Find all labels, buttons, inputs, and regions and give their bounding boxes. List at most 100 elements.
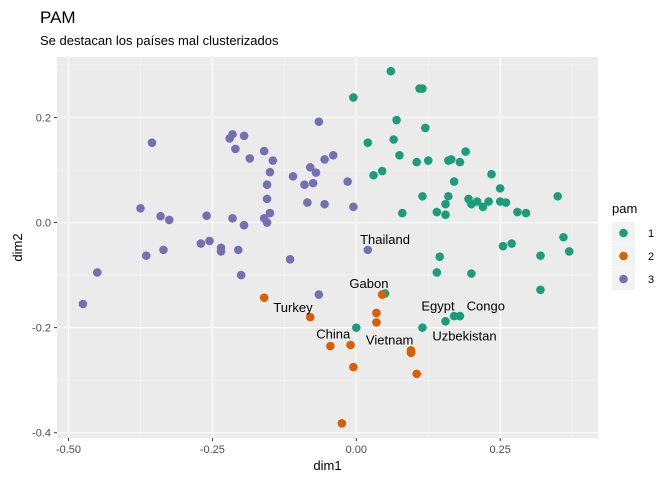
point-annotation: Congo [467, 299, 505, 314]
data-point-cluster-3 [231, 144, 240, 154]
data-point-cluster-1 [395, 150, 404, 160]
data-point-cluster-2 [346, 340, 355, 350]
legend-label: 3 [648, 274, 654, 286]
legend-key-3 [619, 274, 628, 284]
data-point-cluster-1 [498, 241, 508, 251]
data-point-cluster-1 [421, 123, 430, 133]
plot-panel [57, 57, 598, 438]
data-point-cluster-1 [507, 239, 516, 248]
data-point-cluster-3 [259, 146, 269, 156]
data-point-cluster-2 [259, 293, 269, 302]
data-point-cluster-3 [349, 202, 358, 212]
data-point-cluster-3 [196, 239, 206, 248]
data-point-cluster-1 [418, 191, 427, 201]
data-point-cluster-1 [441, 317, 450, 326]
legend-label: 2 [648, 251, 654, 263]
data-point-cluster-1 [455, 311, 465, 321]
data-point-cluster-1 [536, 251, 545, 260]
data-point-cluster-3 [228, 129, 237, 139]
data-point-cluster-1 [392, 115, 401, 125]
x-tick-label: -0.25 [200, 444, 225, 456]
data-point-cluster-3 [308, 178, 318, 188]
data-point-cluster-2 [349, 362, 358, 372]
point-annotation: Vietnam [366, 332, 413, 347]
data-point-cluster-3 [216, 247, 226, 256]
data-point-cluster-1 [444, 191, 453, 201]
data-point-cluster-3 [205, 236, 214, 246]
data-point-cluster-3 [202, 211, 211, 221]
data-point-cluster-1 [349, 93, 358, 102]
data-point-cluster-1 [521, 208, 531, 218]
data-point-cluster-1 [418, 84, 427, 93]
data-point-cluster-3 [245, 154, 255, 163]
data-point-cluster-3 [136, 204, 145, 213]
data-point-cluster-3 [285, 255, 295, 264]
data-point-cluster-2 [326, 341, 335, 351]
legend: pam 1 2 3 [612, 201, 654, 290]
data-point-cluster-1 [441, 210, 450, 219]
data-point-cluster-3 [239, 220, 249, 230]
data-point-cluster-1 [389, 135, 398, 144]
chart-subtitle: Se destacan los países mal clusterizados [40, 33, 279, 48]
data-point-cluster-3 [265, 208, 275, 218]
data-point-cluster-3 [262, 218, 272, 227]
data-point-cluster-3 [265, 167, 275, 177]
data-point-cluster-2 [372, 318, 381, 327]
data-point-cluster-1 [432, 268, 442, 277]
legend-label: 1 [648, 228, 654, 240]
x-axis-label: dim1 [313, 458, 341, 473]
data-point-cluster-1 [351, 323, 361, 332]
data-point-cluster-3 [268, 156, 278, 165]
data-point-cluster-3 [233, 245, 243, 255]
data-point-cluster-1 [564, 247, 574, 256]
point-annotation: Turkey [273, 300, 313, 315]
data-point-cluster-1 [495, 197, 505, 206]
legend-key-1 [619, 228, 628, 238]
data-point-cluster-2 [337, 418, 347, 428]
y-axis-label: dim2 [10, 233, 25, 261]
data-point-cluster-1 [441, 199, 450, 209]
data-point-cluster-3 [314, 117, 324, 126]
data-point-cluster-3 [92, 268, 102, 277]
data-point-cluster-1 [398, 208, 407, 218]
data-point-cluster-3 [147, 138, 157, 147]
data-point-cluster-1 [418, 323, 427, 332]
legend-key-2 [619, 251, 628, 261]
x-tick-label: 0.00 [346, 444, 367, 456]
data-point-cluster-1 [423, 156, 433, 165]
data-point-cluster-3 [300, 180, 309, 190]
data-point-cluster-1 [363, 138, 373, 147]
point-annotation: Thailand [360, 232, 410, 247]
data-point-cluster-1 [513, 207, 522, 217]
data-point-cluster-2 [412, 369, 422, 379]
data-point-cluster-3 [262, 194, 272, 204]
y-tick-label: -0.2 [32, 323, 51, 335]
data-point-cluster-1 [412, 157, 422, 167]
data-point-cluster-3 [320, 155, 329, 164]
data-point-cluster-3 [141, 251, 151, 260]
point-annotation: China [316, 326, 351, 341]
point-annotation: Gabon [349, 276, 388, 291]
data-point-cluster-2 [377, 290, 387, 299]
data-point-cluster-1 [455, 157, 465, 167]
point-annotation: Uzbekistan [432, 329, 496, 344]
data-point-cluster-1 [559, 232, 568, 242]
y-tick-label: -0.4 [32, 428, 51, 440]
data-point-cluster-1 [377, 166, 387, 176]
y-tick-label: 0.0 [36, 218, 51, 230]
x-tick-label: 0.25 [489, 444, 510, 456]
data-point-cluster-3 [288, 171, 298, 181]
data-point-cluster-3 [328, 150, 338, 160]
data-point-cluster-3 [303, 198, 312, 207]
data-point-cluster-2 [372, 308, 381, 318]
data-point-cluster-3 [78, 299, 88, 309]
data-point-cluster-3 [239, 131, 249, 141]
point-annotation: Egypt [421, 299, 455, 314]
data-point-cluster-3 [236, 270, 246, 280]
data-point-cluster-3 [164, 215, 174, 225]
data-point-cluster-1 [446, 155, 456, 164]
data-point-cluster-1 [386, 66, 396, 76]
data-point-cluster-1 [536, 285, 545, 295]
data-point-cluster-3 [262, 180, 272, 190]
